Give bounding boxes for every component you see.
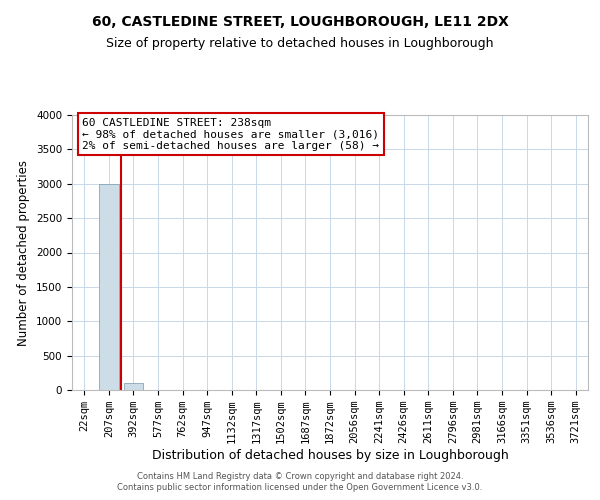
Text: 60, CASTLEDINE STREET, LOUGHBOROUGH, LE11 2DX: 60, CASTLEDINE STREET, LOUGHBOROUGH, LE1… [92,15,508,29]
Text: Size of property relative to detached houses in Loughborough: Size of property relative to detached ho… [106,38,494,51]
Text: Contains HM Land Registry data © Crown copyright and database right 2024.: Contains HM Land Registry data © Crown c… [137,472,463,481]
Bar [99,184,119,390]
Bar [124,383,143,390]
Text: 60 CASTLEDINE STREET: 238sqm
← 98% of detached houses are smaller (3,016)
2% of : 60 CASTLEDINE STREET: 238sqm ← 98% of de… [82,118,379,151]
Y-axis label: Number of detached properties: Number of detached properties [17,160,31,346]
X-axis label: Distribution of detached houses by size in Loughborough: Distribution of detached houses by size … [152,449,508,462]
Text: Contains public sector information licensed under the Open Government Licence v3: Contains public sector information licen… [118,484,482,492]
